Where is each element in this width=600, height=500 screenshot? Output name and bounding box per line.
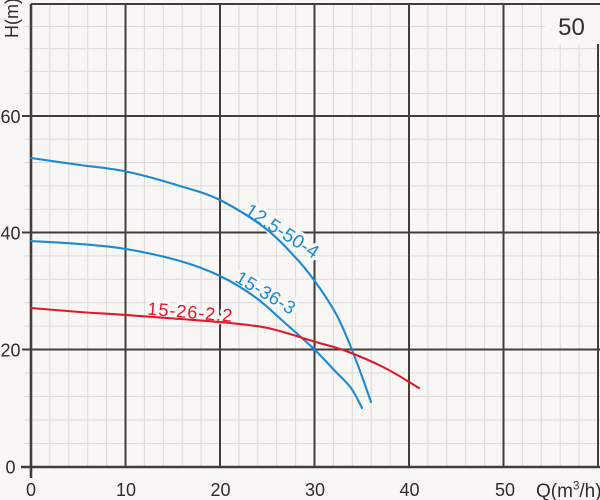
svg-text:60: 60: [0, 107, 20, 127]
svg-text:50: 50: [558, 14, 585, 41]
svg-text:0: 0: [5, 458, 15, 478]
svg-text:40: 40: [399, 480, 419, 500]
svg-text:10: 10: [116, 480, 136, 500]
svg-text:50: 50: [495, 480, 515, 500]
svg-text:0: 0: [26, 480, 36, 500]
svg-text:20: 20: [0, 341, 20, 361]
svg-text:H(m): H(m): [2, 0, 22, 38]
svg-text:Q(m3/h): Q(m3/h): [536, 481, 600, 500]
svg-text:20: 20: [210, 480, 230, 500]
svg-text:30: 30: [305, 480, 325, 500]
svg-text:40: 40: [0, 224, 20, 244]
